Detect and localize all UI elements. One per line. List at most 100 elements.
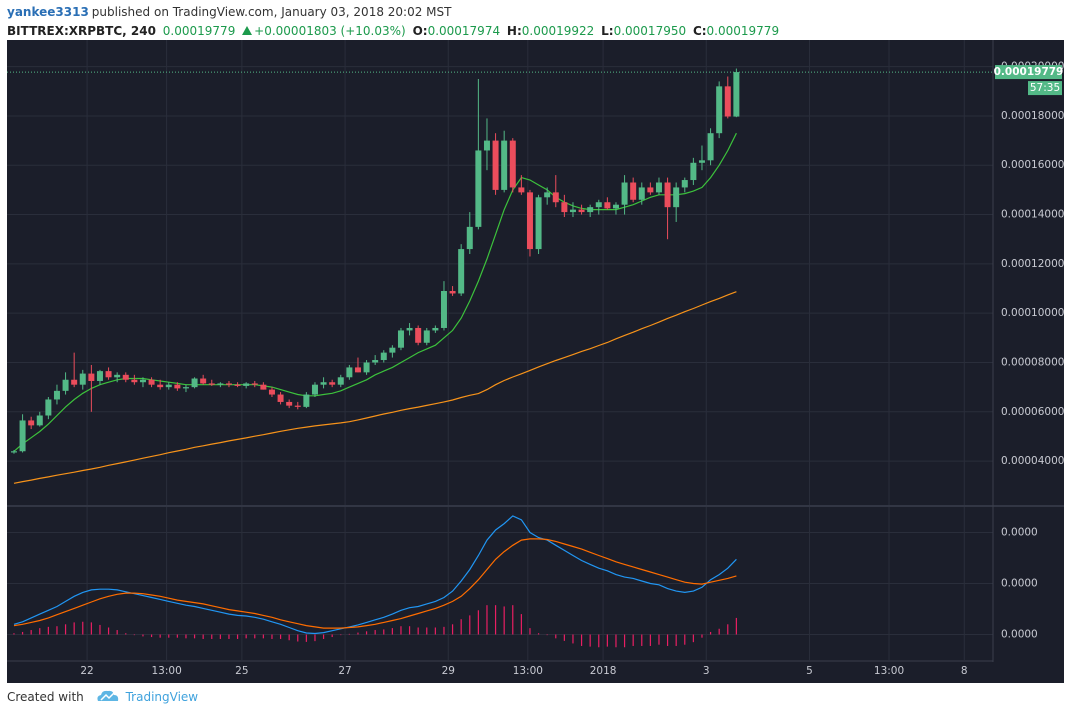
candle-body [243, 383, 250, 386]
y-tick-label: 0.00012000 [1001, 258, 1064, 270]
candle-body [174, 384, 181, 389]
x-tick-label: 2018 [590, 665, 617, 677]
last-price-label: 0.00019779 [994, 66, 1064, 78]
candle-body [690, 162, 697, 181]
candle-body [638, 187, 645, 200]
ohlc-key: H: [506, 24, 522, 38]
candle-body [251, 383, 258, 385]
candle-body [320, 382, 327, 385]
candle-body [182, 387, 189, 389]
header-line: BITTREX:XRPBTC, 240 0.00019779 +0.000018… [7, 22, 782, 41]
ohlc-key: C: [692, 24, 707, 38]
candle-body [286, 401, 293, 406]
candle-body [217, 383, 224, 385]
candle-body [19, 420, 26, 452]
footer-text: Created with [7, 690, 84, 704]
ohlc-value: 0.00019922 [521, 24, 595, 38]
author[interactable]: yankee3313 [7, 5, 89, 19]
candle-body [509, 140, 516, 188]
header: yankee3313 published on TradingView.com, … [7, 3, 782, 41]
up-arrow [242, 26, 253, 35]
y-tick-label: 0.00008000 [1001, 356, 1064, 368]
candle-body [53, 390, 60, 400]
candle-body [191, 378, 198, 388]
candle-body [569, 209, 576, 213]
candle-body [724, 86, 731, 117]
countdown-box [1028, 81, 1062, 96]
candle-body [372, 360, 379, 363]
candle-body [733, 72, 740, 117]
x-tick-label: 3 [703, 665, 710, 677]
candle-body [71, 379, 78, 385]
candle-body [492, 140, 499, 190]
footer: Created with TradingView [7, 689, 198, 704]
candle-body [165, 384, 172, 388]
brand[interactable]: TradingView [125, 690, 199, 704]
indicator-line [13, 538, 737, 629]
x-tick-label: 29 [442, 665, 455, 677]
y-tick-label: 0.00010000 [1001, 307, 1064, 319]
candle-body [208, 383, 215, 385]
x-tick-label: 27 [338, 665, 351, 677]
candle-body [311, 384, 318, 395]
candle-body [10, 451, 17, 453]
candle-body [294, 405, 301, 407]
candle-body [604, 202, 611, 209]
price: 0.00019779 [162, 24, 236, 38]
candle-body [535, 197, 542, 250]
candle-body [36, 415, 43, 426]
candle-body [363, 362, 370, 373]
candle-body [621, 182, 628, 205]
x-tick-label: 13:00 [513, 665, 543, 677]
candle-body [483, 140, 490, 151]
candle-body [716, 86, 723, 134]
x-tick-label: 8 [961, 665, 968, 677]
candle-body [380, 352, 387, 361]
candle-body [79, 373, 86, 385]
candle-body [630, 182, 637, 200]
candle-body [561, 202, 568, 213]
candle-body [225, 383, 232, 385]
candle-body [346, 367, 353, 378]
ohlc-key: O: [412, 24, 428, 38]
candle-body [518, 187, 525, 193]
candle-body [131, 379, 138, 383]
y-tick-label: 0.0000 [1001, 527, 1038, 539]
y-tick-label: 0.00006000 [1001, 406, 1064, 418]
candle-body [148, 379, 155, 385]
candle-body [440, 290, 447, 328]
symbol: BITTREX:XRPBTC, 240 [7, 24, 156, 38]
candle-body [475, 150, 482, 227]
candle-body [707, 133, 714, 161]
y-tick-label: 0.0000 [1001, 578, 1038, 590]
change: +0.00001803 (+10.03%) [254, 24, 406, 38]
candle-body [337, 377, 344, 385]
candle-body [157, 384, 164, 388]
x-tick-label: 25 [235, 665, 248, 677]
candle-body [277, 394, 284, 402]
y-tick-label: 0.00014000 [1001, 209, 1064, 221]
candle-body [423, 330, 430, 343]
countdown-label: 57:35 [1030, 82, 1060, 94]
published-text: published on TradingView.com, January 03… [91, 5, 452, 19]
candle-body [114, 374, 121, 378]
candle-body [260, 384, 267, 390]
candle-body [105, 371, 112, 378]
y-tick-label: 0.00004000 [1001, 455, 1064, 467]
candle-body [578, 209, 585, 213]
candle-body [501, 140, 508, 190]
chart-background [7, 40, 1064, 683]
logo [97, 690, 118, 701]
candle-body [673, 187, 680, 208]
candle-body [45, 399, 52, 416]
candle-body [449, 290, 456, 294]
candle-body [595, 202, 602, 208]
x-tick-label: 5 [806, 665, 813, 677]
x-tick-label: 22 [80, 665, 93, 677]
candle-body [466, 226, 473, 250]
candle-body [389, 347, 396, 353]
candle-body [458, 249, 465, 294]
y-tick-label: 0.00018000 [1001, 110, 1064, 122]
